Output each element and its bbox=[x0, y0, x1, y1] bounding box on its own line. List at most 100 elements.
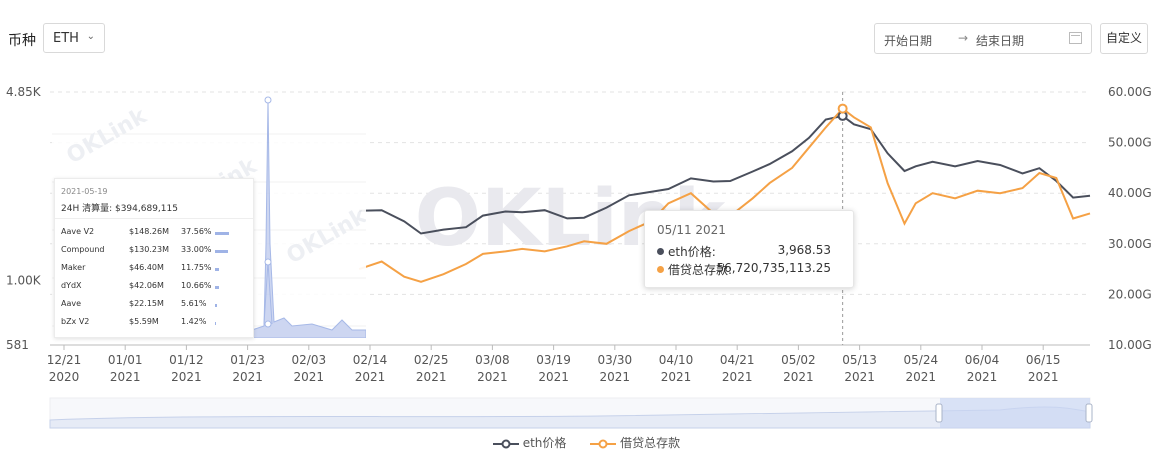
legend-label-eth: eth价格 bbox=[522, 436, 567, 450]
date-range-picker[interactable]: 开始日期 → 结束日期 bbox=[874, 23, 1092, 54]
x-axis: 12/21 2020 01/01 2021 01/12 2021 01/23 2021 02/0… bbox=[47, 344, 1090, 384]
x-tick-year: 2021 bbox=[110, 370, 141, 384]
x-tick-year: 2021 bbox=[906, 370, 937, 384]
overlay-tooltip-amount: $130.23M bbox=[129, 245, 169, 254]
x-tick-year: 2021 bbox=[844, 370, 875, 384]
overlay-tooltip-date: 2021-05-19 bbox=[61, 187, 108, 196]
overlay-tooltip-row: Maker $46.40M 11.75% bbox=[61, 263, 249, 277]
overlay-tooltip-share-bar bbox=[215, 286, 220, 289]
tooltip-label-deposit: 借贷总存款: bbox=[668, 263, 733, 277]
overlay-tooltip-share-bar bbox=[215, 232, 230, 235]
overlay-tooltip-row: Compound $130.23M 33.00% bbox=[61, 245, 249, 259]
overlay-tooltip-share-bar bbox=[215, 268, 220, 271]
overlay-tooltip-pct: 1.42% bbox=[181, 317, 207, 326]
legend-label-deposit: 借贷总存款 bbox=[620, 436, 681, 450]
overlay-tooltip-amount: $46.40M bbox=[129, 263, 164, 272]
overlay-tooltip-row: dYdX $42.06M 10.66% bbox=[61, 281, 249, 295]
x-tick-year: 2021 bbox=[722, 370, 753, 384]
x-tick-year: 2021 bbox=[783, 370, 814, 384]
series-layer bbox=[358, 92, 1091, 345]
x-tick-year: 2021 bbox=[477, 370, 508, 384]
overlay-watermark: OKLink bbox=[63, 103, 153, 169]
x-tick-label: 02/03 bbox=[292, 353, 327, 367]
x-tick-label: 04/21 bbox=[720, 353, 755, 367]
right-tick-label: 40.00G bbox=[1108, 186, 1152, 200]
x-tick-year: 2021 bbox=[600, 370, 631, 384]
x-tick-label: 05/13 bbox=[842, 353, 877, 367]
overlay-tooltip-amount: $148.26M bbox=[129, 227, 169, 236]
x-tick-year: 2021 bbox=[232, 370, 263, 384]
deposit-highlight-point bbox=[837, 103, 848, 114]
x-tick-label: 12/21 bbox=[47, 353, 82, 367]
x-tick-year: 2021 bbox=[538, 370, 569, 384]
x-tick-label: 01/01 bbox=[108, 353, 143, 367]
coin-select[interactable]: ETH ⌄ bbox=[43, 23, 105, 53]
overlay-point bbox=[264, 96, 272, 104]
x-tick-year: 2021 bbox=[1028, 370, 1059, 384]
overlay-tooltip-row: Aave V2 $148.26M 37.56% bbox=[61, 227, 249, 241]
right-tick-label: 20.00G bbox=[1108, 287, 1152, 301]
x-tick-year: 2021 bbox=[171, 370, 202, 384]
chevron-down-icon: ⌄ bbox=[86, 31, 95, 42]
left-axis: 4.85K 1.00K 581 bbox=[6, 85, 42, 352]
legend-eth-marker bbox=[492, 439, 519, 448]
start-date-input[interactable]: 开始日期 bbox=[884, 34, 933, 48]
x-tick-label: 01/12 bbox=[169, 353, 204, 367]
overlay-watermark: OKLink bbox=[283, 203, 367, 269]
tooltip-value-deposit: 56,720,735,113.25 bbox=[716, 261, 831, 275]
deposit-line bbox=[358, 107, 1091, 283]
left-tick-label: 4.85K bbox=[6, 85, 42, 99]
calendar-icon[interactable] bbox=[1069, 32, 1082, 44]
left-tick-label: 1.00K bbox=[6, 273, 42, 287]
x-tick-label: 05/24 bbox=[904, 353, 939, 367]
overlay-tooltip-name: dYdX bbox=[61, 281, 82, 290]
end-date-input[interactable]: 结束日期 bbox=[976, 34, 1025, 48]
right-axis: 60.00G 50.00G 40.00G 30.00G 20.00G 10.00G bbox=[1108, 85, 1152, 352]
overlay-tooltip-headline: 24H 清算量: $394,689,115 bbox=[61, 204, 178, 214]
tooltip-dot-eth bbox=[657, 248, 664, 255]
overlay-tooltip-amount: $5.59M bbox=[129, 317, 159, 326]
right-tick-label: 30.00G bbox=[1108, 237, 1152, 251]
x-tick-label: 05/02 bbox=[781, 353, 816, 367]
eth-price-line bbox=[359, 114, 1091, 235]
overlay-tooltip-pct: 37.56% bbox=[181, 227, 212, 236]
navigator-selection bbox=[940, 398, 1090, 428]
custom-button[interactable]: 自定义 bbox=[1100, 23, 1148, 54]
x-tick-label: 03/08 bbox=[475, 353, 510, 367]
legend-deposit-marker bbox=[590, 439, 617, 448]
overlay-point bbox=[264, 258, 272, 266]
toolbar: 币种 ETH ⌄ 开始日期 → 结束日期 自定义 bbox=[0, 0, 1173, 70]
overlay-point bbox=[264, 320, 272, 328]
legend-item-eth[interactable]: eth价格 bbox=[492, 434, 567, 451]
arrow-right-icon: → bbox=[958, 31, 969, 45]
tooltip-label-eth: eth价格: bbox=[668, 245, 716, 259]
coin-label: 币种 bbox=[8, 33, 36, 49]
overlay-tooltip-amount: $22.15M bbox=[129, 299, 164, 308]
coin-select-value: ETH bbox=[53, 31, 79, 46]
overlay-tooltip-name: Aave bbox=[61, 299, 82, 308]
left-tick-label: 581 bbox=[6, 338, 29, 352]
tooltip-row-eth: eth价格: 3,968.53 bbox=[657, 243, 843, 260]
right-tick-label: 50.00G bbox=[1108, 136, 1152, 150]
overlay-tooltip-pct: 11.75% bbox=[181, 263, 212, 272]
navigator-handle-right bbox=[1085, 403, 1093, 423]
right-tick-label: 60.00G bbox=[1108, 85, 1152, 99]
x-tick-year: 2021 bbox=[294, 370, 325, 384]
overlay-tooltip-pct: 5.61% bbox=[181, 299, 207, 308]
x-tick-year: 2021 bbox=[416, 370, 447, 384]
overlay-tooltip-amount: $42.06M bbox=[129, 281, 164, 290]
range-navigator[interactable] bbox=[49, 397, 1093, 429]
x-tick-label: 03/19 bbox=[536, 353, 571, 367]
tooltip-dot-deposit bbox=[657, 266, 664, 273]
overlay-tooltip-pct: 33.00% bbox=[181, 245, 212, 254]
overlay-tooltip-share-bar bbox=[215, 322, 216, 325]
overlay-tooltip-name: Aave V2 bbox=[61, 227, 95, 236]
x-tick-label: 01/23 bbox=[230, 353, 265, 367]
legend-item-deposit[interactable]: 借贷总存款 bbox=[590, 434, 680, 451]
overlay-tooltip-name: Compound bbox=[61, 245, 105, 254]
tooltip-value-eth: 3,968.53 bbox=[777, 243, 831, 257]
x-tick-year: 2021 bbox=[355, 370, 386, 384]
x-tick-year: 2021 bbox=[967, 370, 998, 384]
x-tick-year: 2021 bbox=[661, 370, 692, 384]
x-tick-label: 02/14 bbox=[353, 353, 388, 367]
